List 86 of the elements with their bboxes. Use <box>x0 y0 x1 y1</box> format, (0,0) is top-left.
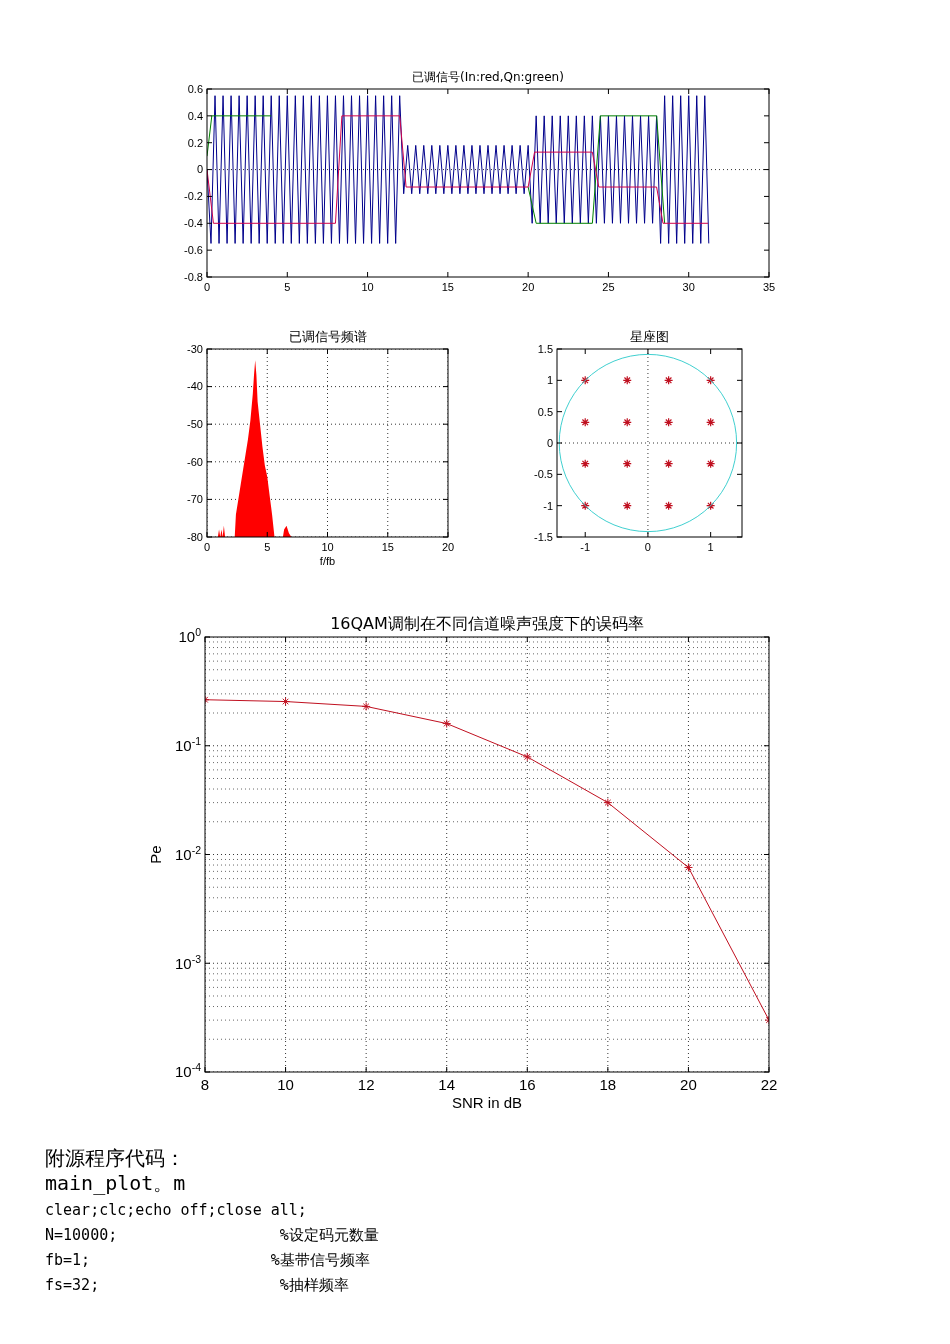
text: main_plot。m <box>45 1171 186 1195</box>
point <box>664 417 674 427</box>
y-tick-label: -0.6 <box>184 243 203 256</box>
y-tick-label: 10$^{0}$ <box>178 626 202 646</box>
point <box>580 417 590 427</box>
point <box>706 375 716 385</box>
x-tick-label: 20 <box>522 281 535 293</box>
point <box>281 697 291 707</box>
x-tick-label: 5 <box>284 281 291 293</box>
point <box>522 752 532 762</box>
point <box>664 501 674 511</box>
x-tick-label: 5 <box>264 541 271 553</box>
point <box>361 701 371 711</box>
y-tick-label: -0.2 <box>184 190 203 203</box>
y-tick-label: 0 <box>546 436 553 449</box>
x-tick-label: 15 <box>441 281 454 293</box>
x-tick-label: 12 <box>357 1076 375 1093</box>
point <box>622 417 632 427</box>
point <box>706 417 716 427</box>
y-tick-label: -30 <box>187 342 203 355</box>
y-tick-label: 0.2 <box>187 136 203 149</box>
y-tick-label: 10$^{-4}$ <box>174 1061 202 1081</box>
y-tick-label: 10$^{-3}$ <box>174 952 202 972</box>
x-tick-label: 16 <box>518 1076 536 1093</box>
y-tick-label: 0.5 <box>537 405 553 418</box>
y-tick-label: -0.4 <box>184 217 203 230</box>
x-tick-label: 0 <box>203 541 211 553</box>
chart-title: 已调信号(In:red,Qn:green) <box>412 70 564 84</box>
point <box>603 798 613 808</box>
point <box>580 501 590 511</box>
y-tick-label: 1 <box>546 374 553 387</box>
text: fb=1; %基带信号频率 <box>45 1251 370 1269</box>
x-tick-label: 14 <box>438 1076 456 1093</box>
x-tick-label: 22 <box>760 1076 778 1093</box>
x-tick-label: -1 <box>580 541 591 553</box>
point <box>622 375 632 385</box>
x-tick-label: 20 <box>441 541 455 553</box>
point <box>706 501 716 511</box>
point <box>622 501 632 511</box>
x-axis-title: SNR in dB <box>451 1094 523 1111</box>
point <box>706 459 716 469</box>
y-tick-label: -0.8 <box>184 270 203 283</box>
x-tick-label: 35 <box>762 281 776 293</box>
point <box>664 459 674 469</box>
point <box>580 459 590 469</box>
x-tick-label: 25 <box>602 281 615 293</box>
point <box>622 459 632 469</box>
y-tick-label: -80 <box>187 530 203 543</box>
y-axis-title: Pe <box>147 845 164 864</box>
line-series <box>207 95 710 244</box>
y-tick-label: 10$^{-2}$ <box>174 843 202 863</box>
x-tick-label: 1 <box>707 541 714 553</box>
x-tick-label: 10 <box>321 541 334 553</box>
chart-title: 16QAM调制在不同信道噪声强度下的误码率 <box>330 614 644 633</box>
y-tick-label: -60 <box>187 455 203 468</box>
y-tick-label: 1.5 <box>537 342 553 355</box>
x-tick-label: 10 <box>361 281 374 293</box>
point <box>683 862 693 872</box>
y-tick-label: -70 <box>187 493 203 506</box>
x-tick-label: 10 <box>277 1076 294 1093</box>
point <box>580 375 590 385</box>
y-tick-label: -50 <box>187 418 203 431</box>
x-tick-label: 0 <box>644 541 651 553</box>
x-axis-title: f/fb <box>319 555 336 567</box>
text: 附源程序代码： <box>45 1146 185 1170</box>
y-tick-label: -1.5 <box>534 530 553 543</box>
y-tick-label: -40 <box>187 380 203 393</box>
y-tick-label: -1 <box>543 499 553 512</box>
y-tick-label: 10$^{-1}$ <box>174 735 202 754</box>
x-tick-label: 20 <box>680 1076 697 1093</box>
y-tick-label: 0 <box>196 163 203 176</box>
y-tick-label: 0.6 <box>187 82 203 95</box>
y-tick-label: -0.5 <box>534 468 553 481</box>
y-tick-label: 0.4 <box>187 109 203 122</box>
x-tick-label: 30 <box>682 281 695 293</box>
text: fs=32; %抽样频率 <box>45 1276 349 1294</box>
chart-title: 星座图 <box>630 329 669 344</box>
point <box>442 719 452 729</box>
text: clear;clc;echo off;close all; <box>45 1201 307 1219</box>
point <box>664 375 674 385</box>
x-tick-label: 8 <box>200 1076 210 1093</box>
x-tick-label: 0 <box>203 281 211 293</box>
text: N=10000; %设定码元数量 <box>45 1226 379 1244</box>
x-tick-label: 15 <box>381 541 394 553</box>
chart-title: 已调信号频谱 <box>288 329 367 344</box>
x-tick-label: 18 <box>599 1076 617 1093</box>
